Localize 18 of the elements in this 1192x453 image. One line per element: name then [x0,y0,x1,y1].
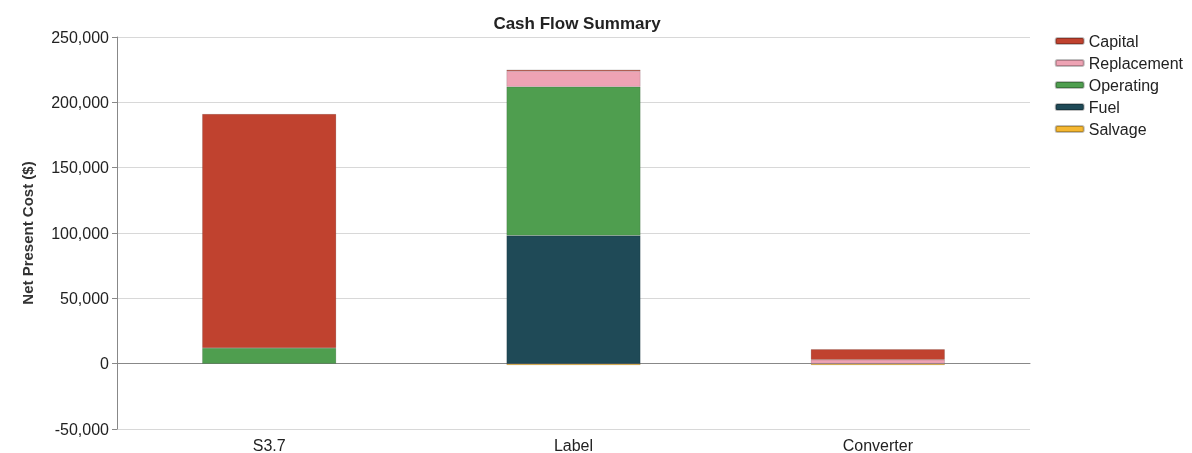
legend-label: Operating [1088,76,1159,94]
y-tick-label: 50,000 [60,289,110,307]
y-tick-label: 100,000 [51,224,110,242]
x-tick-label: Converter [842,436,914,453]
y-tick-label: 0 [100,355,110,373]
y-tick-label: 150,000 [51,159,110,177]
bar [810,349,945,360]
y-tick-label: 200,000 [51,93,110,111]
legend-label: Capital [1088,32,1139,50]
y-tick-label: -50,000 [54,420,110,438]
legend-label: Replacement [1088,54,1184,72]
x-tick-label: Label [553,436,594,453]
y-axis-title: Net Present Cost ($) [19,161,36,305]
legend-label: Salvage [1088,120,1147,138]
legend-label: Fuel [1088,98,1120,116]
y-tick-label: 250,000 [51,28,110,46]
x-tick-label: S3.7 [252,436,286,453]
chart-title: Cash Flow Summary [493,14,662,33]
